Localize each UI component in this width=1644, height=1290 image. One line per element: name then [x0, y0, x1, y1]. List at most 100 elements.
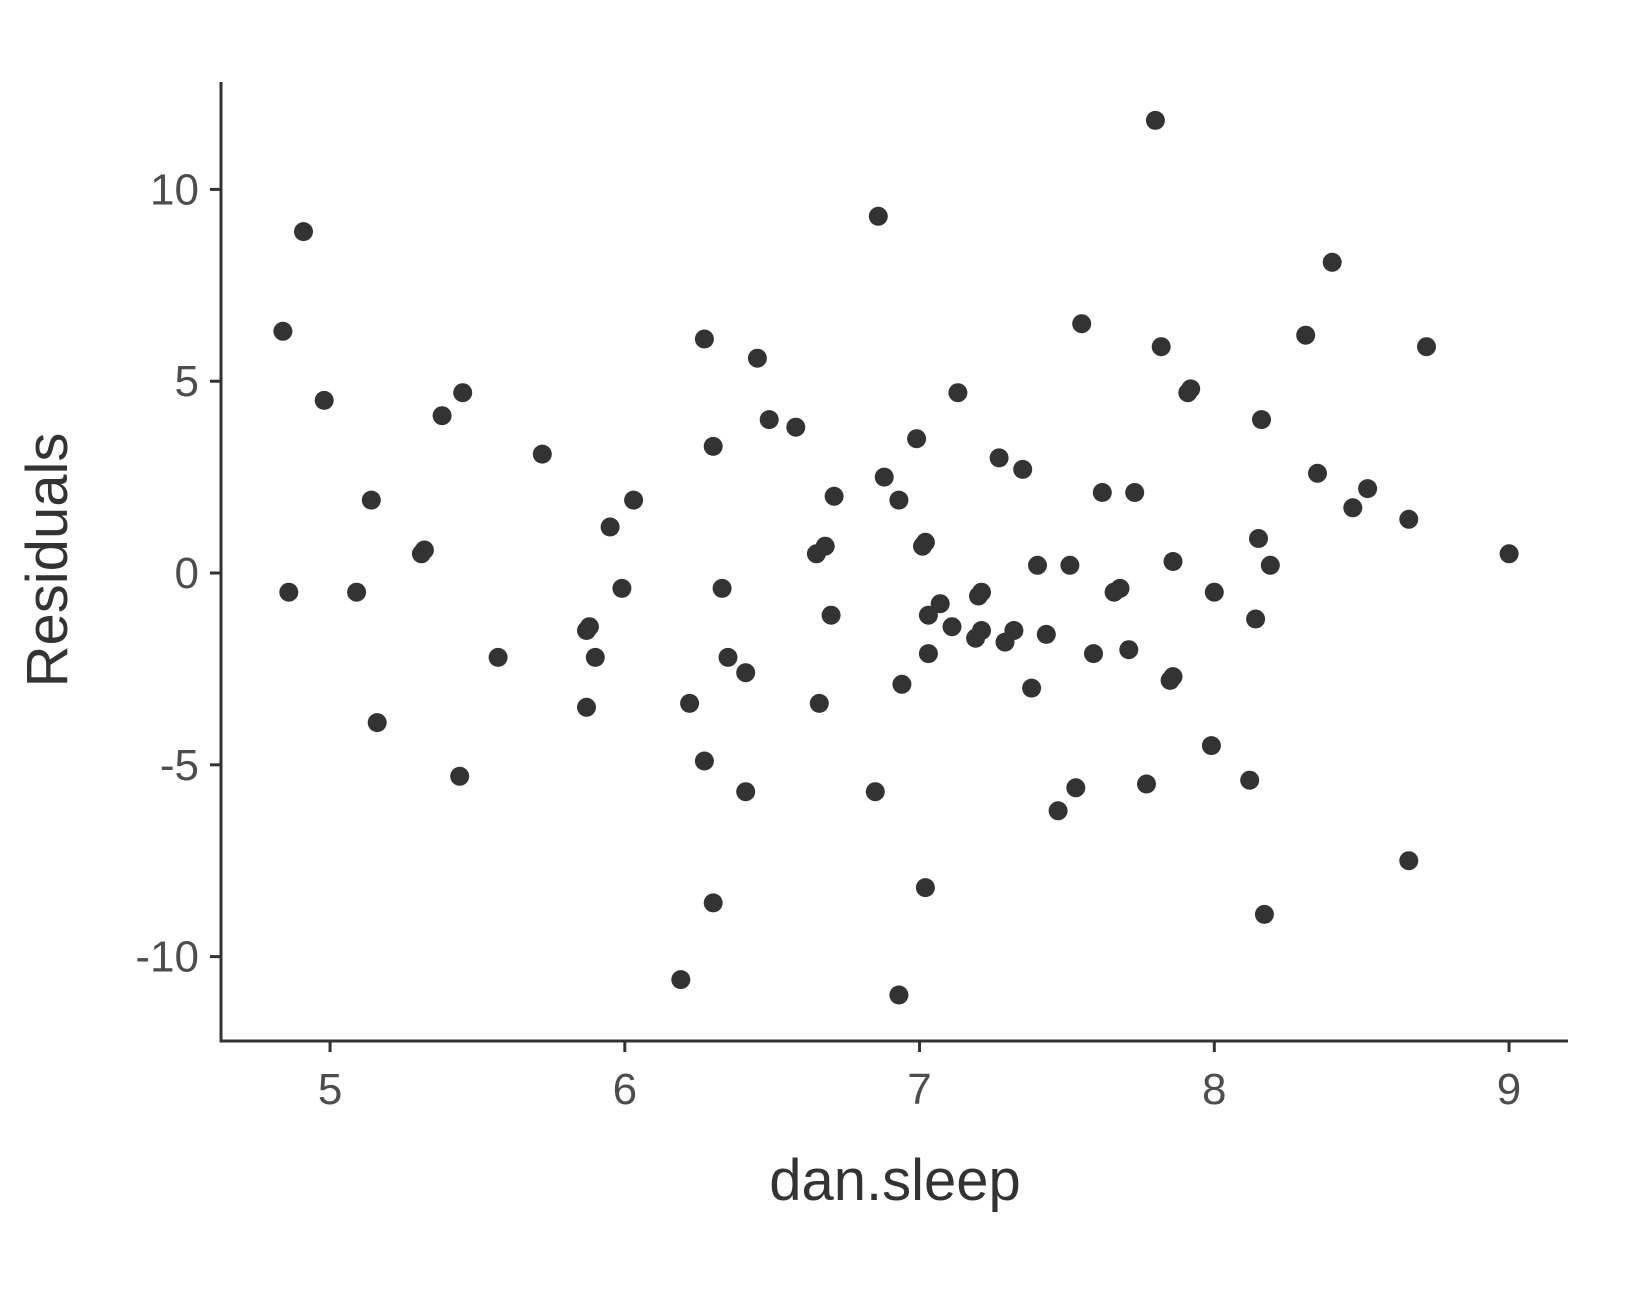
data-point [718, 647, 738, 667]
data-point [865, 782, 885, 802]
data-point [1151, 337, 1171, 357]
data-point [1048, 801, 1068, 821]
data-point [347, 582, 367, 602]
data-point [1092, 483, 1112, 502]
data-point [1137, 774, 1156, 794]
data-point [414, 540, 434, 560]
data-point [694, 329, 714, 349]
data-point [612, 578, 632, 598]
data-point [273, 321, 293, 341]
y-tick-label: 10 [150, 165, 199, 214]
data-point [1084, 644, 1103, 664]
x-tick-label: 7 [907, 1065, 931, 1114]
data-point [1246, 609, 1266, 629]
data-point [1066, 778, 1086, 798]
data-point [815, 536, 835, 556]
data-point [868, 206, 888, 226]
data-point [1125, 483, 1145, 502]
data-point [1399, 509, 1419, 529]
data-point [1358, 479, 1378, 499]
data-point [1181, 379, 1201, 399]
data-point [600, 517, 620, 537]
data-point [1004, 621, 1024, 640]
data-point [579, 617, 599, 637]
data-point [889, 490, 909, 510]
y-tick-label: -10 [135, 933, 199, 982]
data-point [972, 582, 991, 602]
data-point [1252, 410, 1271, 430]
data-point [907, 429, 927, 449]
data-point [1060, 555, 1080, 575]
data-point [361, 490, 381, 510]
data-point [1417, 337, 1436, 357]
data-point [1013, 459, 1033, 479]
data-point [432, 406, 452, 426]
x-axis-ticks: 5 6 7 8 9 [318, 1041, 1521, 1114]
data-point [1322, 252, 1342, 272]
data-point [942, 617, 962, 637]
data-point [577, 697, 596, 717]
data-point [694, 751, 714, 771]
data-point [915, 532, 935, 552]
data-point [786, 417, 806, 437]
x-tick-label: 5 [318, 1065, 342, 1114]
data-point [1204, 582, 1224, 602]
data-point [948, 383, 968, 403]
data-point [532, 444, 552, 464]
x-tick-label: 6 [613, 1065, 637, 1114]
data-point [703, 436, 723, 456]
data-point [889, 985, 909, 1005]
data-point [1499, 544, 1519, 564]
data-point [1240, 770, 1260, 790]
data-point [1399, 851, 1419, 871]
data-point [1163, 667, 1183, 687]
x-tick-label: 9 [1497, 1065, 1521, 1114]
data-point [930, 594, 950, 614]
data-point [671, 970, 691, 990]
data-point [712, 578, 732, 598]
data-point [809, 693, 829, 713]
data-point [1110, 578, 1130, 598]
data-point [367, 713, 387, 733]
data-point [1308, 463, 1327, 483]
data-point [680, 693, 700, 713]
data-point [759, 410, 779, 430]
y-tick-label: 0 [175, 549, 199, 598]
data-point [1036, 624, 1056, 644]
y-axis-title: Residuals [15, 433, 80, 688]
data-point [918, 644, 938, 664]
data-point [1072, 314, 1092, 334]
data-point [1249, 529, 1268, 548]
data-point [585, 647, 605, 667]
data-point [892, 674, 912, 694]
data-point [736, 782, 756, 802]
data-point [1343, 498, 1363, 518]
data-point [314, 390, 334, 410]
data-point [972, 621, 991, 640]
data-point [279, 582, 299, 602]
data-point [1163, 552, 1183, 571]
data-point [989, 448, 1009, 468]
data-point [703, 893, 723, 913]
data-point [488, 647, 508, 667]
y-axis-ticks: 10 5 0 -5 -10 [135, 165, 221, 982]
data-point [747, 348, 767, 368]
data-point [821, 605, 841, 625]
data-point [1296, 325, 1316, 345]
data-point [736, 663, 756, 683]
x-tick-label: 8 [1202, 1065, 1226, 1114]
data-point [450, 766, 470, 786]
data-point [1028, 555, 1047, 575]
data-point [294, 222, 313, 242]
data-point [918, 605, 938, 625]
data-point [1260, 555, 1280, 575]
data-point [1201, 736, 1221, 756]
data-points [273, 110, 1519, 1005]
data-point [1022, 678, 1042, 698]
data-point [915, 878, 935, 898]
data-point [874, 467, 894, 487]
data-point [1119, 640, 1139, 660]
y-tick-label: -5 [160, 741, 199, 790]
data-point [453, 383, 473, 403]
